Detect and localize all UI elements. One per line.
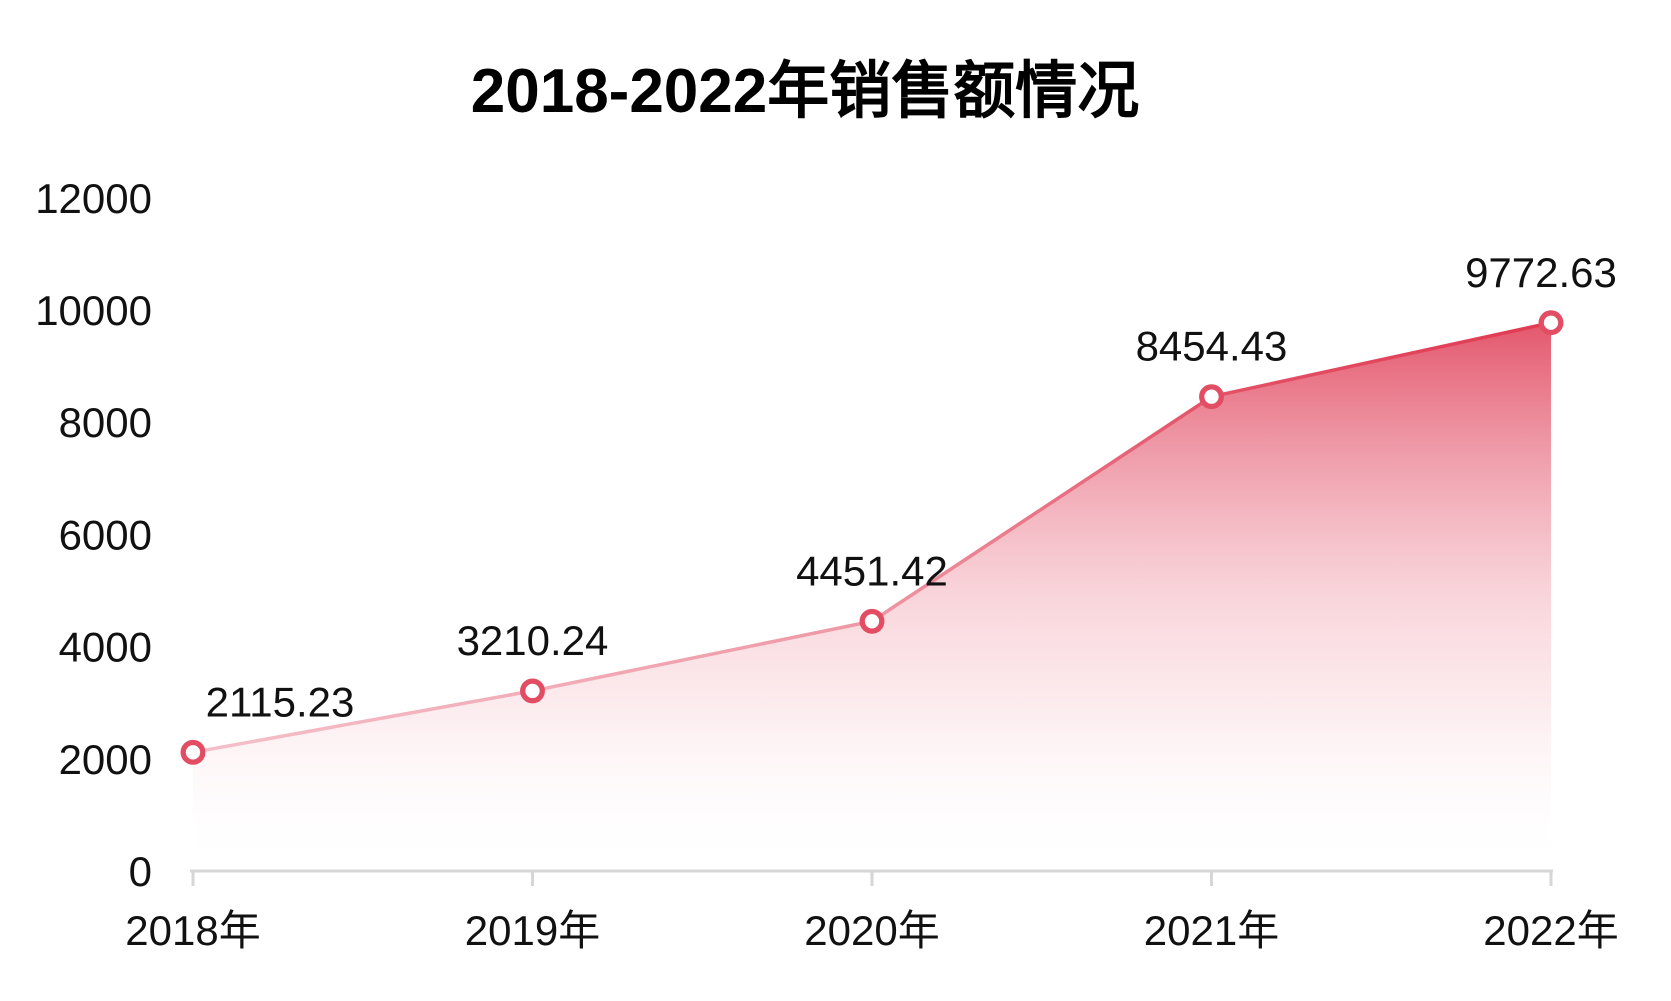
y-axis-tick-label: 0 [129,848,152,895]
y-axis-tick-label: 4000 [59,624,152,671]
y-axis-tick-label: 8000 [59,399,152,446]
area-layer [193,322,1551,871]
data-point-marker [520,678,545,704]
sales-area-fill [193,322,1551,871]
y-axis-tick-label: 2000 [59,736,152,783]
data-point-label: 8454.43 [1136,323,1288,370]
data-point-label: 9772.63 [1465,249,1617,296]
x-axis-labels: 2018年 2019年 2020年 2021年 2022年 [125,907,1618,954]
x-axis-category-label: 2019年 [465,907,600,954]
data-labels: 2115.23 3210.24 4451.42 8454.43 9772.63 [206,249,1617,726]
data-point-label: 3210.24 [457,617,609,664]
marker-layer [180,310,1564,765]
y-axis-tick-label: 10000 [35,287,152,334]
y-axis-tick-label: 12000 [35,175,152,222]
data-point-marker [180,739,206,765]
y-axis-labels: 0 2000 4000 6000 8000 10000 12000 [35,175,152,895]
x-axis-category-label: 2018年 [125,907,260,954]
data-point-marker [1538,310,1564,336]
data-point-marker [859,608,885,634]
data-point-marker [1199,384,1224,410]
x-axis-category-label: 2020年 [804,907,939,954]
data-point-label: 4451.42 [796,547,948,594]
x-axis-category-label: 2021年 [1144,907,1279,954]
chart-title: 2018-2022年销售额情况 [471,57,1140,126]
data-point-label: 2115.23 [206,678,355,725]
x-axis [190,869,1553,886]
x-axis-category-label: 2022年 [1483,907,1618,954]
y-axis-tick-label: 6000 [59,511,152,558]
